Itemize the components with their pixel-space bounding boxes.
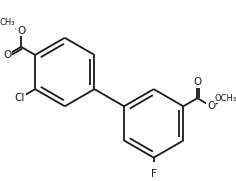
Text: Cl: Cl bbox=[15, 93, 25, 103]
Text: F: F bbox=[151, 169, 157, 179]
Text: O: O bbox=[17, 26, 25, 36]
Text: O: O bbox=[207, 101, 215, 111]
Text: OCH₃: OCH₃ bbox=[214, 94, 236, 103]
Text: CH₃: CH₃ bbox=[0, 18, 15, 27]
Text: O: O bbox=[3, 50, 11, 60]
Text: O: O bbox=[193, 77, 202, 87]
